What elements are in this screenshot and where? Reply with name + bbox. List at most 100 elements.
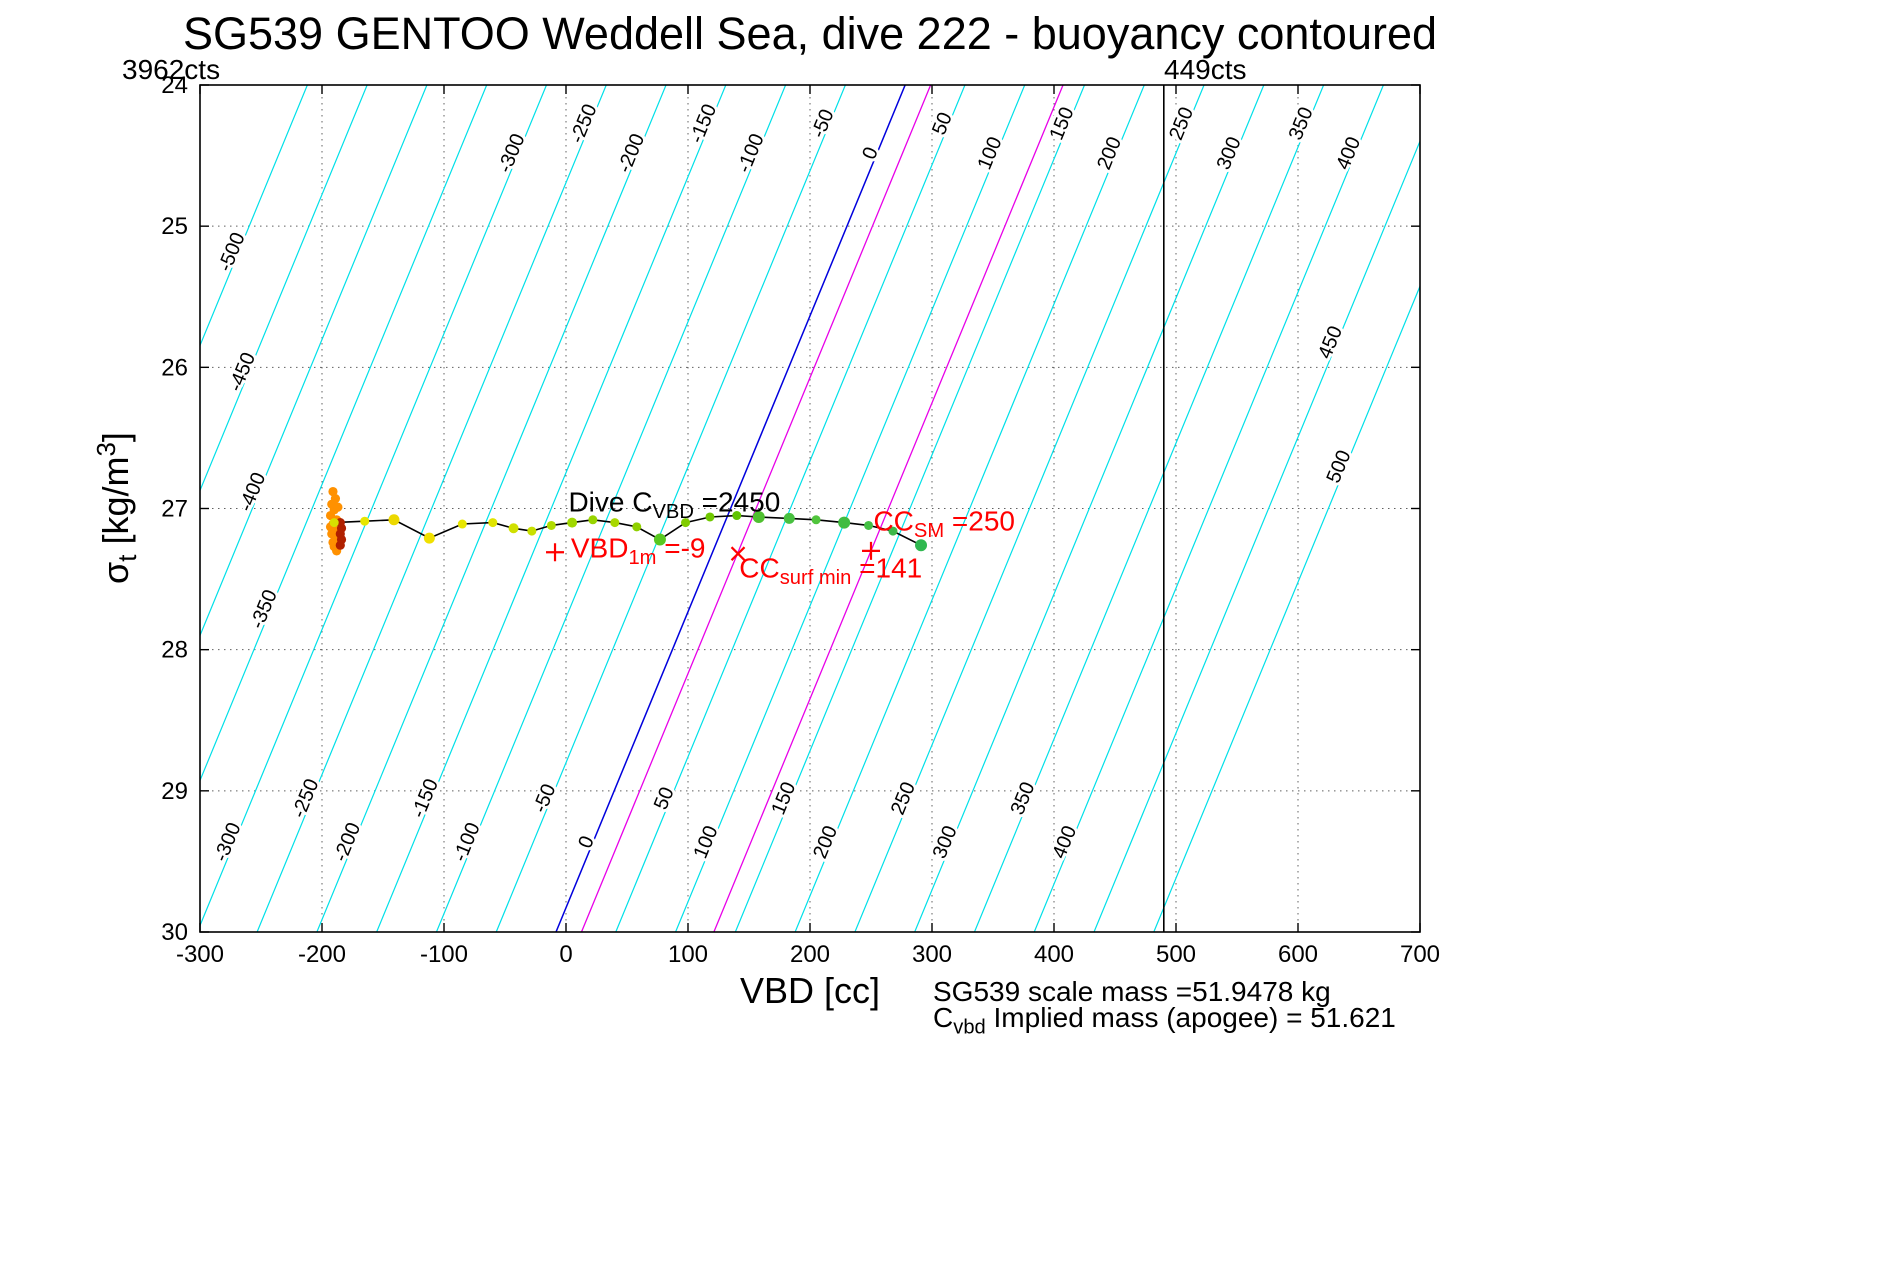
contour-label: -150 xyxy=(686,101,722,146)
buoyancy-contour xyxy=(615,85,966,932)
buoyancy-contour xyxy=(376,85,727,932)
grid xyxy=(200,85,1420,932)
trajectory-point xyxy=(360,516,370,526)
y-axis-label: σt [kg/m3] xyxy=(93,432,143,584)
sigma-symbol: σ xyxy=(94,561,136,584)
ylabel-units: [kg/m xyxy=(94,456,136,555)
trajectory-point xyxy=(388,514,400,526)
buoyancy-contour xyxy=(495,85,846,932)
x-tick-label: 0 xyxy=(559,941,572,968)
marker-plus xyxy=(862,541,880,560)
x-tick-label: -100 xyxy=(420,941,468,968)
y-tick-label: 29 xyxy=(161,778,188,805)
buoyancy-contour xyxy=(200,85,368,493)
trajectory-point xyxy=(811,515,821,525)
contour-label: -400 xyxy=(235,469,271,514)
trajectory-point xyxy=(423,532,435,544)
trajectory-point xyxy=(752,510,765,523)
contour-label: -250 xyxy=(288,776,324,821)
x-tick-label: 300 xyxy=(912,941,952,968)
trajectory-point xyxy=(527,526,537,536)
buoyancy-contour xyxy=(200,85,428,638)
contour-label: -100 xyxy=(733,131,769,176)
climb-cluster-point xyxy=(328,486,338,497)
contour-label: -450 xyxy=(224,349,260,394)
contour-label: -150 xyxy=(407,776,443,821)
sigma-subscript: t xyxy=(114,554,143,562)
contour-label: -200 xyxy=(614,131,650,176)
x-tick-label: 500 xyxy=(1156,941,1196,968)
axis-ticks xyxy=(199,84,1421,933)
neutral-buoyancy-contour xyxy=(555,85,906,932)
marker-x-arm xyxy=(730,546,746,561)
x-tick-label: 600 xyxy=(1278,941,1318,968)
x-axis-label: VBD [cc] xyxy=(739,970,881,1011)
y-tick-label: 24 xyxy=(161,72,188,99)
x-tick-label: -300 xyxy=(176,941,224,968)
trajectory-point xyxy=(488,518,498,528)
buoyancy-contour xyxy=(256,85,607,932)
contour-label: -100 xyxy=(449,819,485,864)
buoyancy-contour xyxy=(435,85,787,932)
y-tick-label: 30 xyxy=(161,919,188,946)
trajectory-point xyxy=(783,512,795,524)
buoyancy-contour xyxy=(1093,139,1420,932)
trajectory-point xyxy=(915,539,928,552)
vbd-counts-max-label: 449cts xyxy=(1164,54,1247,85)
implied-mass-value: Implied mass (apogee) = 51.621 xyxy=(985,1002,1396,1033)
plot-title: SG539 GENTOO Weddell Sea, dive 222 - buo… xyxy=(182,8,1438,59)
buoyancy-contour xyxy=(675,85,1026,932)
cvbd-symbol: C xyxy=(933,1002,954,1033)
trajectory-point xyxy=(610,518,620,528)
climb-cluster-point xyxy=(333,502,343,512)
y-tick-label: 25 xyxy=(161,213,188,240)
buoyancy-contour xyxy=(734,85,1086,932)
trajectory-point xyxy=(588,515,598,525)
trajectory-line xyxy=(334,514,922,546)
y-tick-label: 28 xyxy=(161,637,188,664)
climb-cluster-dark-point xyxy=(335,540,345,550)
buoyancy-contour xyxy=(1033,85,1384,932)
trajectory-point xyxy=(732,511,742,521)
buoyancy-contour xyxy=(973,85,1325,932)
trajectory-point xyxy=(888,526,898,536)
x-tick-label: 700 xyxy=(1400,941,1440,968)
scale-mass-text: SG539 scale mass =51.9478 kg xyxy=(933,976,1331,1007)
contour-label: -300 xyxy=(210,819,246,864)
buoyancy-contour xyxy=(914,85,1265,932)
buoyancy-contour xyxy=(316,85,667,932)
buoyancy-contour xyxy=(200,85,488,783)
trajectory-point xyxy=(632,522,642,532)
marker-plus xyxy=(546,543,565,562)
implied-mass-text: Cvbd Implied mass (apogee) = 51.621 xyxy=(933,1002,1396,1039)
buoyancy-contour xyxy=(1153,284,1420,932)
ylabel-units-close: ] xyxy=(94,432,136,443)
trajectory-point xyxy=(508,523,519,534)
trajectory-point xyxy=(457,519,467,529)
trajectory-point xyxy=(681,518,691,528)
x-tick-label: 200 xyxy=(790,941,830,968)
trajectory-point xyxy=(546,520,556,530)
contour-label: -250 xyxy=(566,101,602,146)
trajectory-point xyxy=(329,518,339,528)
contour-lines xyxy=(200,85,1420,932)
trajectory-point xyxy=(567,517,578,528)
trajectory-point xyxy=(838,516,851,529)
y-tick-label: 27 xyxy=(161,496,188,523)
contour-label: -300 xyxy=(494,131,530,176)
ylabel-exponent: 3 xyxy=(92,442,121,457)
buoyancy-contour xyxy=(794,85,1145,932)
contour-label: -350 xyxy=(246,587,282,632)
buoyancy-contour xyxy=(200,85,548,928)
x-tick-label: 400 xyxy=(1034,941,1074,968)
trajectory-point xyxy=(864,520,874,530)
buoyancy-contour xyxy=(200,85,308,348)
cvbd-subscript: vbd xyxy=(953,1016,986,1039)
contour-label: -200 xyxy=(330,819,366,864)
buoyancy-contour xyxy=(854,85,1205,932)
trajectory-point xyxy=(653,533,666,546)
vbd-counts-min-label: 3962cts xyxy=(122,54,221,85)
cc-contour-line xyxy=(580,85,932,932)
x-tick-label: -200 xyxy=(298,941,346,968)
